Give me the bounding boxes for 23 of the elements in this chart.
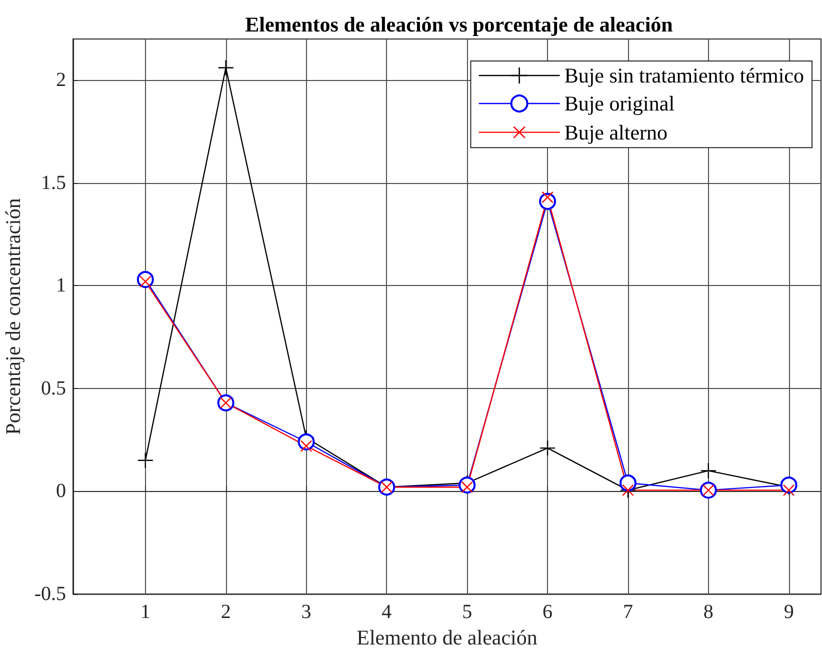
y-axis-title: Porcentaje de concentración — [0, 198, 25, 435]
x-tick-label: 2 — [220, 601, 231, 623]
point — [700, 463, 716, 478]
x-tick-label: 3 — [301, 601, 312, 623]
legend-label: Buje original — [564, 92, 675, 116]
x-tick-label: 1 — [140, 601, 150, 623]
point — [218, 60, 234, 76]
legend-label: Buje sin tratamiento térmico — [564, 64, 804, 88]
y-tick-label: 0 — [56, 480, 66, 502]
x-tick-label: 5 — [462, 601, 472, 623]
chart-title: Elementos de aleación vs porcentaje de aleación — [245, 12, 674, 36]
y-tick-label: 1 — [56, 274, 66, 297]
x-tick-label: 7 — [622, 601, 633, 623]
y-tick-label: 1.5 — [41, 172, 66, 194]
x-tick-label: 6 — [542, 601, 553, 623]
x-axis-title: Elemento de aleación — [356, 626, 538, 649]
x-tick-label: 4 — [382, 601, 392, 623]
x-tick-label: 8 — [703, 601, 714, 623]
y-tick-label: 2 — [56, 69, 66, 92]
y-tick-label: -0.5 — [34, 583, 66, 605]
x-tick-label: 9 — [784, 601, 794, 623]
y-tick-label: 0.5 — [41, 377, 66, 400]
legend-label: Buje alterno — [564, 120, 668, 144]
